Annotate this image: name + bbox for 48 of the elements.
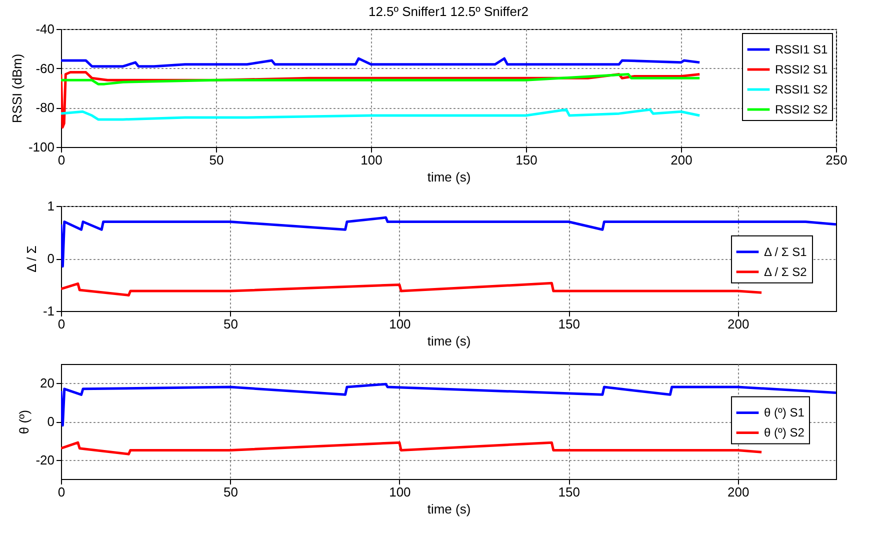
x-tick-label: 150 [558,484,580,500]
y-axis-title: Δ / Σ [24,246,39,272]
x-tick-label: 0 [58,152,66,168]
legend-label: RSSI2 S2 [775,102,828,116]
x-tick-label: 150 [558,316,580,332]
y-tick-label: -20 [36,452,54,468]
x-tick-label: 100 [389,484,411,500]
y-tick-label: -40 [36,22,54,36]
x-tick-label: 50 [223,316,238,332]
x-tick-label: 200 [670,152,692,168]
y-tick-label: 0 [47,251,54,266]
y-tick-label: 0 [47,414,54,429]
line-series [61,72,701,86]
x-tick-label: 200 [728,484,750,500]
legend-label: θ (º) S2 [764,426,805,440]
line-series [61,382,836,427]
legend-label: RSSI1 S2 [775,82,828,96]
x-tick-label: 50 [223,484,238,500]
x-tick-label: 100 [389,316,411,332]
line-series [61,282,763,296]
legend-label: Δ / Σ S2 [764,264,808,279]
x-tick-label: 50 [209,152,224,168]
y-axis-title: RSSI (dBm) [9,54,24,124]
y-tick-label: 20 [40,376,54,391]
x-axis-title: time (s) [427,502,471,516]
y-tick-label: -60 [36,60,54,76]
x-tick-label: 0 [58,316,66,332]
legend-label: θ (º) S1 [764,406,805,420]
chart-title: 12.5º Sniffer1 12.5º Sniffer2 [368,4,529,19]
line-series [61,57,701,68]
x-axis-title: time (s) [427,334,471,348]
x-tick-label: 200 [728,316,750,332]
line-series [61,441,763,456]
legend-label: RSSI2 S1 [775,62,828,76]
legend-label: Δ / Σ S1 [764,244,808,259]
y-axis-title: θ (º) [16,410,32,434]
x-axis-title: time (s) [427,170,471,184]
x-tick-label: 100 [360,152,382,168]
x-tick-label: 0 [58,484,66,500]
y-tick-label: -80 [36,100,54,116]
y-tick-label: -100 [28,140,54,154]
x-tick-label: 150 [516,152,538,168]
y-tick-label: 1 [47,198,54,214]
legend-label: RSSI1 S1 [775,42,828,56]
x-tick-label: 250 [826,152,848,168]
y-tick-label: -1 [42,304,54,318]
line-series [61,216,836,268]
line-series [61,108,701,121]
